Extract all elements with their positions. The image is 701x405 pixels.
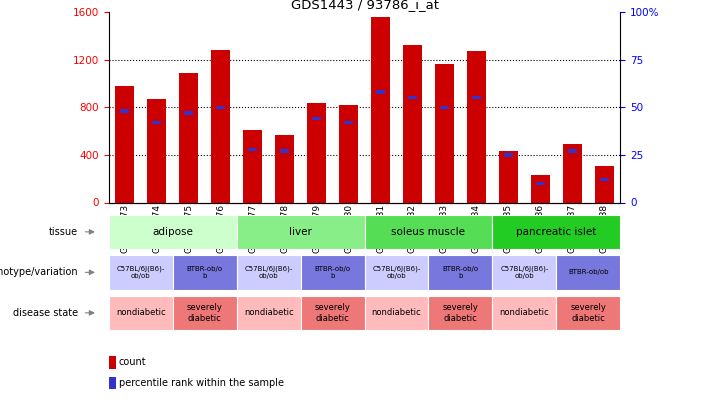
Text: nondiabetic: nondiabetic [372,308,421,318]
Bar [211,50,230,202]
Bar [301,255,365,290]
Bar [531,175,550,202]
Title: GDS1443 / 93786_i_at: GDS1443 / 93786_i_at [290,0,439,11]
Bar [237,255,301,290]
Text: liver: liver [289,227,312,237]
Bar [280,149,290,153]
Text: disease state: disease state [13,308,79,318]
Bar [376,90,386,94]
Bar [557,296,620,330]
Bar [557,255,620,290]
Bar [467,51,486,202]
Bar [408,96,417,100]
Bar [172,255,237,290]
Bar [365,296,428,330]
Text: pancreatic islet: pancreatic islet [516,227,597,237]
Text: adipose: adipose [152,227,193,237]
Bar [243,130,262,202]
Bar [109,377,116,389]
Text: genotype/variation: genotype/variation [0,267,79,277]
Bar [109,356,116,369]
Bar [403,45,422,202]
Bar [499,151,518,202]
Bar [503,153,513,157]
Text: C57BL/6J(B6)-
ob/ob: C57BL/6J(B6)- ob/ob [501,266,549,279]
Bar [428,296,493,330]
Text: C57BL/6J(B6)-
ob/ob: C57BL/6J(B6)- ob/ob [372,266,421,279]
Bar [237,296,301,330]
Bar [365,215,492,249]
Text: severely
diabetic: severely diabetic [186,303,222,322]
Text: nondiabetic: nondiabetic [244,308,294,318]
Text: severely
diabetic: severely diabetic [571,303,606,322]
Bar [492,296,557,330]
Text: tissue: tissue [49,227,79,237]
Bar [307,102,326,202]
Bar [440,106,449,109]
Bar [599,178,609,181]
Bar [152,121,161,124]
Bar [184,111,193,115]
Bar [275,135,294,202]
Bar [247,147,257,151]
Bar [536,182,545,185]
Text: BTBR-ob/o
b: BTBR-ob/o b [186,266,223,279]
Bar [216,106,226,109]
Text: C57BL/6J(B6)-
ob/ob: C57BL/6J(B6)- ob/ob [116,266,165,279]
Bar [115,86,135,202]
Bar [147,99,166,202]
Text: count: count [118,358,147,367]
Bar [428,255,493,290]
Bar [109,215,237,249]
Text: nondiabetic: nondiabetic [116,308,165,318]
Bar [563,144,582,202]
Text: C57BL/6J(B6)-
ob/ob: C57BL/6J(B6)- ob/ob [245,266,293,279]
Bar [109,296,172,330]
Bar [179,73,198,202]
Bar [343,121,353,124]
Text: BTBR-ob/o
b: BTBR-ob/o b [315,266,350,279]
Bar [568,149,577,153]
Bar [371,17,390,202]
Text: soleus muscle: soleus muscle [391,227,465,237]
Bar [365,255,428,290]
Text: nondiabetic: nondiabetic [500,308,550,318]
Bar [435,64,454,202]
Bar [339,105,358,202]
Text: severely
diabetic: severely diabetic [315,303,350,322]
Text: percentile rank within the sample: percentile rank within the sample [118,378,284,388]
Bar [492,215,620,249]
Bar [301,296,365,330]
Text: BTBR-ob/o
b: BTBR-ob/o b [442,266,479,279]
Bar [492,255,557,290]
Bar [237,215,365,249]
Bar [472,96,482,100]
Bar [595,166,614,202]
Bar [312,117,321,120]
Bar [120,109,130,113]
Bar [172,296,237,330]
Text: severely
diabetic: severely diabetic [442,303,478,322]
Text: BTBR-ob/ob: BTBR-ob/ob [568,269,608,275]
Bar [109,255,172,290]
